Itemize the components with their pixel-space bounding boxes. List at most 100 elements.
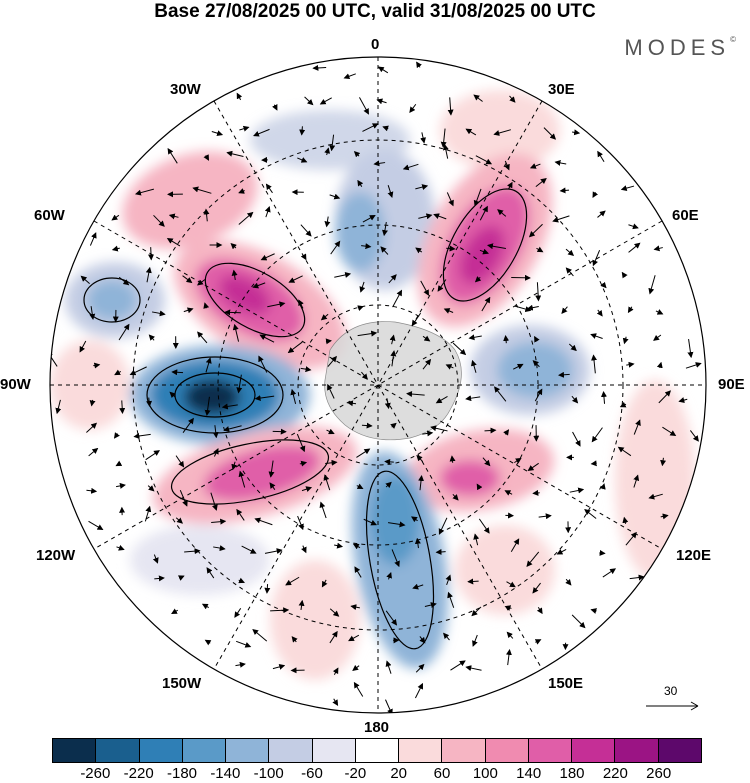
- wind-arrow: [497, 209, 507, 217]
- wind-arrow: [471, 606, 482, 617]
- wind-arrow: [213, 545, 226, 552]
- wind-arrow: [357, 305, 364, 311]
- wind-arrow: [390, 350, 397, 367]
- wind-arrow: [325, 338, 332, 345]
- wind-arrow: [301, 486, 313, 492]
- wind-arrow: [584, 509, 597, 519]
- wind-arrow: [629, 574, 645, 581]
- wind-arrow: [406, 391, 425, 397]
- wind-arrow: [298, 599, 305, 611]
- wind-arrow: [627, 306, 634, 314]
- wind-arrow: [387, 185, 394, 198]
- colorbar-ticks: -260 -220 -180 -140 -100 -60 -20 20 60 100 140 180 2…: [0, 766, 750, 783]
- wind-arrow: [354, 566, 362, 578]
- wind-arrow: [258, 355, 268, 373]
- wind-arrow: [182, 275, 193, 284]
- wind-arrow: [265, 183, 273, 194]
- wind-arrow: [476, 483, 483, 491]
- wind-arrow: [324, 147, 331, 156]
- wind-arrow: [144, 505, 152, 522]
- wind-arrow: [169, 391, 176, 398]
- wind-arrow: [204, 396, 211, 417]
- wind-arrow: [620, 185, 635, 192]
- wind-arrow: [259, 334, 275, 343]
- lon-label-150e: 150E: [548, 675, 584, 692]
- wind-arrow: [465, 128, 477, 136]
- wind-arrow: [465, 395, 481, 402]
- wind-arrow: [415, 247, 423, 254]
- wind-arrow: [386, 572, 392, 580]
- wind-arrow: [602, 568, 617, 578]
- wind-vectors: [50, 61, 702, 713]
- wind-arrow: [465, 665, 482, 672]
- wind-arrow: [146, 397, 153, 407]
- wind-arrow: [239, 125, 250, 132]
- wind-arrow: [388, 521, 406, 528]
- wind-arrow: [590, 460, 597, 467]
- wind-arrow: [175, 455, 185, 468]
- wind-arrow: [134, 188, 154, 196]
- wind-arrow: [353, 681, 364, 697]
- wind-arrow: [655, 309, 664, 315]
- wind-arrow: [422, 335, 431, 342]
- wind-arrow: [653, 334, 662, 341]
- wind-arrow: [478, 518, 490, 534]
- wind-arrow: [231, 269, 238, 281]
- colorbar-swatch: [528, 739, 573, 762]
- wind-arrow: [648, 275, 656, 295]
- wind-arrow: [556, 548, 567, 555]
- wind-arrow: [50, 351, 58, 367]
- colorbar-swatch: [355, 739, 400, 762]
- lon-label-180: 180: [364, 719, 390, 736]
- wind-arrow: [300, 253, 307, 261]
- wind-arrow: [226, 150, 244, 157]
- wind-arrow: [557, 371, 570, 378]
- wind-arrow: [391, 549, 400, 568]
- wind-arrow: [591, 354, 597, 374]
- wind-arrow: [452, 493, 459, 501]
- wind-arrow: [514, 457, 522, 464]
- wind-arrow: [291, 636, 298, 643]
- wind-arrow: [389, 334, 396, 345]
- wind-arrow: [356, 483, 364, 489]
- colorbar-swatch: [442, 739, 486, 762]
- colorbar-tick-label: 180: [559, 765, 585, 782]
- wind-arrow: [617, 446, 632, 457]
- wind-arrow: [88, 520, 104, 531]
- wind-arrow: [352, 664, 360, 671]
- wind-arrow: [509, 95, 516, 103]
- wind-arrow: [145, 450, 160, 461]
- wind-arrow: [424, 602, 437, 608]
- colorbar-tick-label: -140: [210, 765, 241, 782]
- wind-arrow: [264, 548, 283, 555]
- wind-arrow: [151, 310, 166, 317]
- wind-arrow: [504, 605, 512, 611]
- wind-arrow: [267, 301, 286, 308]
- wind-arrow: [486, 243, 506, 250]
- wind-arrow: [353, 151, 361, 158]
- wind-arrow: [430, 425, 448, 432]
- colorbar-swatch: [96, 739, 140, 762]
- wind-arrow: [435, 396, 448, 404]
- wind-arrow: [321, 579, 328, 588]
- colorbar-tick-label: -260: [80, 765, 111, 782]
- wind-arrow: [154, 575, 165, 582]
- wind-arrow: [622, 516, 629, 524]
- wind-arrow: [184, 548, 201, 555]
- wind-arrow: [269, 482, 276, 490]
- wind-arrow: [332, 698, 339, 706]
- map-title: Base 27/08/2025 00 UTC, valid 31/08/2025…: [154, 1, 596, 22]
- wind-arrow: [571, 614, 586, 629]
- wind-arrow: [115, 482, 126, 489]
- wind-arrow: [362, 123, 379, 132]
- wind-arrow: [568, 343, 577, 352]
- wind-arrow: [447, 591, 455, 608]
- wind-arrow: [504, 160, 510, 171]
- colorbar-swatch: [269, 739, 313, 762]
- map-boundary: [49, 56, 707, 714]
- colorbar-tick-label: 260: [646, 765, 672, 782]
- wind-arrow: [118, 276, 130, 286]
- wind-arrow: [376, 98, 387, 105]
- wind-arrow: [468, 334, 482, 341]
- wind-arrow: [119, 400, 126, 415]
